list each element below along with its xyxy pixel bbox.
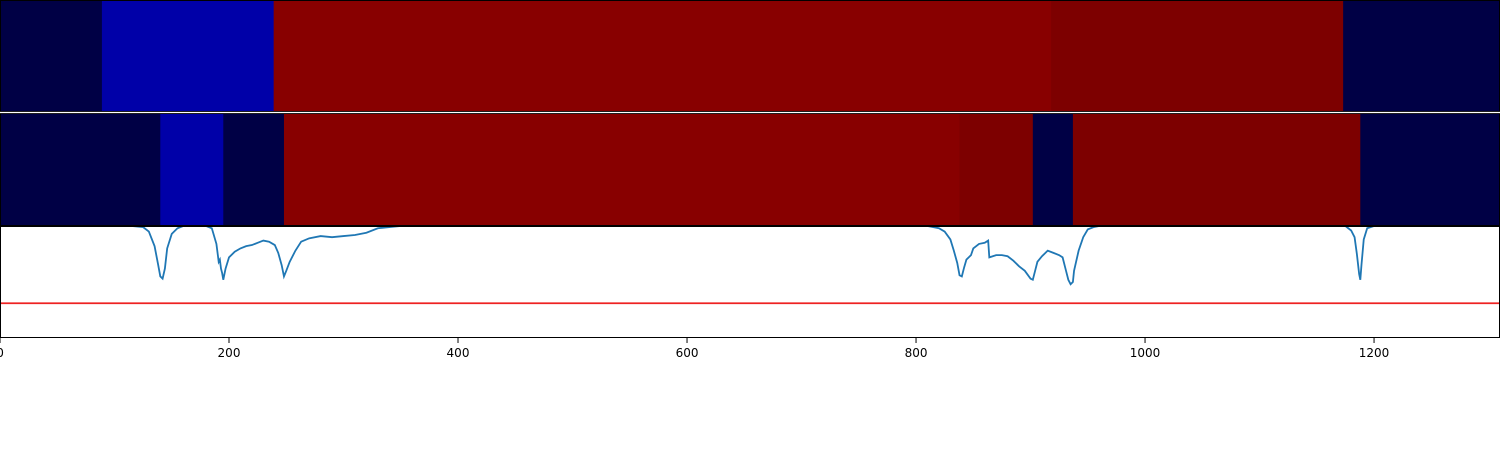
middle-heatmap-segment-6 xyxy=(1072,113,1361,226)
x-tick-label: 600 xyxy=(676,346,699,360)
x-tick-label: 400 xyxy=(447,346,470,360)
middle-heatmap-segment-4 xyxy=(959,113,1034,226)
top-heatmap-segment-4 xyxy=(1343,0,1500,112)
line-plot-background xyxy=(0,226,1500,338)
x-tick-label: 1000 xyxy=(1130,346,1161,360)
middle-heatmap-segment-0 xyxy=(0,113,161,226)
line-plot-panel xyxy=(0,225,1500,338)
top-heatmap-panel xyxy=(0,0,1500,112)
middle-heatmap-segment-7 xyxy=(1360,113,1500,226)
top-heatmap-segment-3 xyxy=(1051,0,1344,112)
x-tick-label: 800 xyxy=(905,346,928,360)
middle-heatmap-segment-1 xyxy=(160,113,224,226)
x-tick-label: 1200 xyxy=(1359,346,1390,360)
middle-heatmap-segment-3 xyxy=(283,113,961,226)
middle-heatmap-segment-5 xyxy=(1032,113,1074,226)
top-heatmap-segment-2 xyxy=(273,0,1052,112)
x-tick-label: 200 xyxy=(218,346,241,360)
series-line xyxy=(0,225,1500,286)
middle-heatmap-panel xyxy=(0,113,1500,226)
top-heatmap-segment-1 xyxy=(101,0,275,112)
x-axis: 0 200 400 600 800 1000 1200 xyxy=(0,338,1389,360)
middle-heatmap-segment-2 xyxy=(223,113,285,226)
x-tick-label: 0 xyxy=(0,346,4,360)
top-heatmap-segment-0 xyxy=(0,0,103,112)
